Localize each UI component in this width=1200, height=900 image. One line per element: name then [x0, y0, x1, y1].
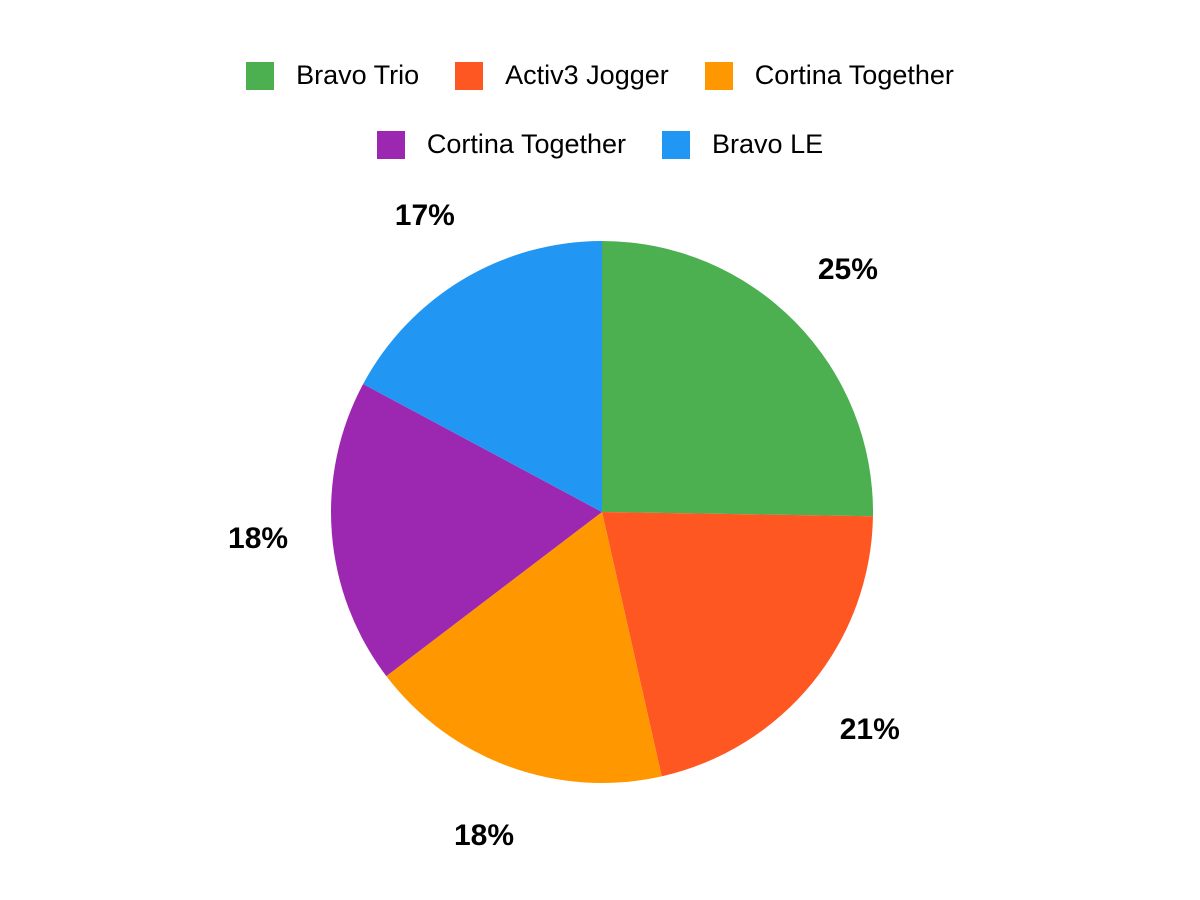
legend-row-1: Bravo Trio Activ3 Jogger Cortina Togethe…	[246, 60, 954, 91]
legend-row-2: Cortina Together Bravo LE	[376, 129, 823, 160]
slice-label-25pct: 25%	[817, 252, 878, 286]
legend-swatch-green	[246, 61, 275, 90]
legend-item-cortina-together-purple: Cortina Together	[376, 129, 627, 160]
slice-label-17pct: 17%	[394, 198, 455, 232]
legend-label: Bravo LE	[712, 129, 824, 159]
legend-label: Bravo Trio	[296, 60, 420, 90]
pie-slice-3	[331, 384, 602, 677]
legend-item-cortina-together-orange: Cortina Together	[704, 60, 954, 91]
pie-slice-4	[363, 241, 602, 512]
pie-slice-0	[602, 241, 874, 517]
slice-label-18pct-purple: 18%	[228, 522, 289, 556]
legend-label: Activ3 Jogger	[505, 60, 669, 90]
chart-legend: Bravo Trio Activ3 Jogger Cortina Togethe…	[0, 60, 1200, 160]
slice-label-21pct: 21%	[839, 712, 900, 746]
legend-swatch-deep-orange	[455, 61, 484, 90]
slice-label-18pct-orange: 18%	[453, 819, 515, 853]
legend-item-bravo-le: Bravo LE	[662, 129, 823, 160]
legend-item-activ3-jogger: Activ3 Jogger	[455, 60, 669, 91]
legend-label: Cortina Together	[426, 129, 627, 159]
legend-swatch-orange	[704, 61, 733, 90]
legend-swatch-purple	[376, 130, 405, 159]
legend-item-bravo-trio: Bravo Trio	[246, 60, 419, 91]
pie-slice-1	[602, 512, 873, 777]
legend-swatch-blue	[662, 130, 691, 159]
pie-slice-2	[386, 512, 662, 783]
legend-label: Cortina Together	[754, 60, 954, 90]
